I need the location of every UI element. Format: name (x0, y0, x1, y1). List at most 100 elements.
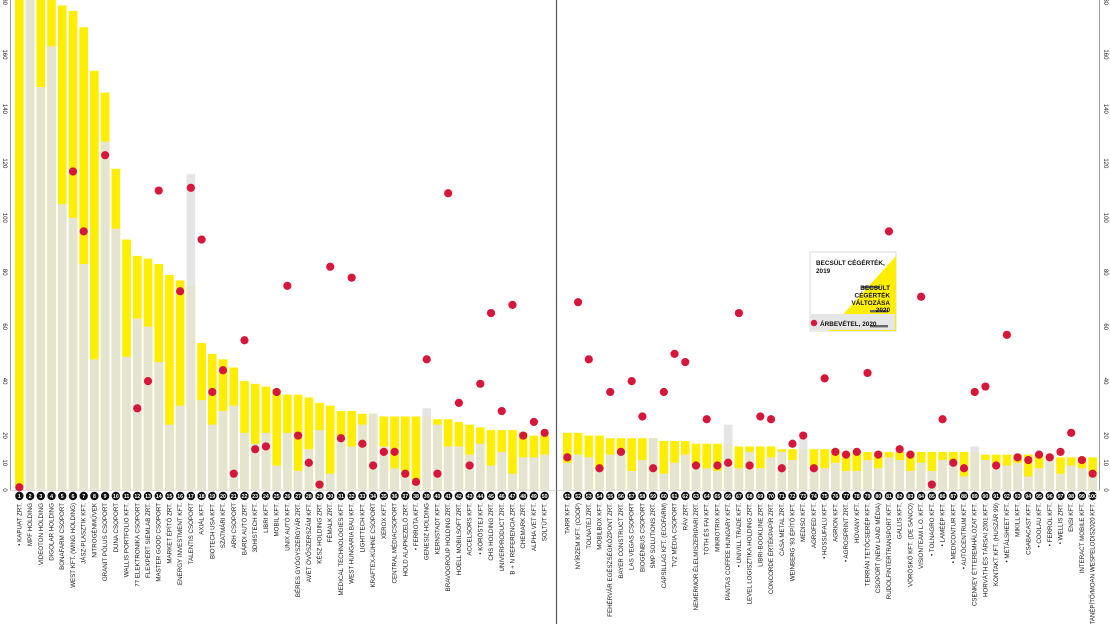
bar-revenue (90, 359, 99, 490)
bar-revenue (143, 326, 153, 490)
rank-badge (272, 491, 281, 501)
rank-badge (1024, 491, 1033, 501)
rank-badge (165, 491, 174, 501)
rank-badge (197, 491, 206, 501)
bar-revenue (422, 408, 432, 490)
rank-number: 36 (392, 494, 398, 500)
company-label: BONAFARM CSOPORT (59, 503, 66, 570)
dot-value-2020 (702, 415, 711, 424)
legend-marker-2020 (870, 310, 888, 313)
rank-number: 56 (618, 494, 624, 500)
company-label: MARKET ÉPÍTŐ ZRT. (166, 503, 173, 564)
rank-badge (723, 491, 733, 501)
rank-badge (1077, 491, 1087, 501)
dot-value-2020 (981, 382, 990, 391)
dot-value-2020 (649, 464, 658, 473)
rank-badge (79, 491, 88, 501)
dot-value-2020 (1002, 330, 1011, 339)
bar-revenue (595, 468, 604, 490)
rank-badge (411, 491, 421, 501)
dot-value-2020 (261, 442, 271, 451)
bar-value-2019 (508, 430, 517, 490)
company-label: NITROGÉNMŰVEK (91, 502, 98, 558)
rank-number: 19 (209, 494, 215, 500)
bar-revenue (938, 460, 947, 490)
bar-revenue (486, 465, 496, 490)
rank-number: 15 (167, 494, 173, 500)
rank-badge (251, 491, 260, 501)
bar-revenue (476, 443, 485, 490)
rank-badge (670, 491, 679, 501)
bar-revenue (315, 430, 324, 490)
rank-badge (1067, 491, 1076, 501)
dot-value-2020 (734, 308, 743, 318)
rank-badge (820, 491, 829, 501)
company-label: DIGOLAR HOLDING (49, 503, 56, 561)
rank-badge (981, 491, 990, 501)
rank-badge (584, 491, 593, 501)
rank-badge (508, 491, 517, 501)
y-tick-label-right: 40 (1102, 378, 1108, 385)
dot-value-2020 (336, 434, 346, 443)
dot-value-2020 (1077, 455, 1087, 465)
company-label: INTERACT MOBILE KFT. (1079, 503, 1086, 574)
company-label: MIKILL KFT. (1015, 503, 1022, 537)
company-label: TERRÁN TETŐCSERÉP KFT. (865, 503, 872, 587)
bar-revenue (895, 460, 904, 490)
rank-number: 47 (510, 494, 516, 500)
rank-badge (959, 491, 969, 501)
rank-badge (229, 491, 238, 501)
rank-badge (691, 491, 701, 501)
rank-number: 49 (531, 494, 537, 500)
rank-badge (390, 491, 399, 501)
bar-revenue (325, 473, 335, 490)
dot-value-2020 (454, 398, 463, 407)
bar-revenue (809, 468, 819, 490)
rank-number: 94 (1025, 494, 1031, 500)
company-label: FEHÉRVÁR EGÉSZSÉGKÖZPONT ZRT. (607, 503, 614, 617)
rank-number: 28 (306, 494, 312, 500)
company-label: LIBRI KFT. (263, 503, 270, 533)
dot-value-2020 (659, 387, 668, 397)
dot-value-2020 (949, 458, 958, 467)
rank-number: 61 (672, 494, 678, 500)
y-tick-label-left: 160 (1, 49, 7, 60)
rank-badge (884, 491, 894, 501)
rank-number: 35 (381, 494, 387, 500)
rank-number: 78 (854, 494, 860, 500)
bar-revenue (756, 468, 765, 490)
y-tick-label-left: 40 (1, 378, 7, 385)
company-label: XEROX KFT. (381, 503, 388, 539)
dot-value-2020 (756, 412, 765, 421)
rank-number: 97 (1058, 494, 1064, 500)
rank-badge (175, 491, 185, 501)
bar-value-2019 (702, 443, 712, 490)
company-label: MIKROTRIX KFT. (714, 503, 721, 552)
bar-revenue (508, 473, 517, 490)
dot-value-2020 (208, 387, 217, 397)
rank-number: 90 (983, 494, 989, 500)
bar-revenue (745, 451, 754, 490)
rank-number: 43 (467, 494, 473, 500)
rank-number: 46 (499, 494, 505, 500)
rank-number: 70 (768, 494, 774, 500)
company-label: HOVANY KFT. (854, 503, 861, 543)
bar-revenue (465, 454, 474, 490)
bar-revenue (970, 446, 980, 490)
bar-revenue (1056, 473, 1065, 490)
rank-badge (304, 491, 313, 501)
rank-number: 30 (327, 494, 333, 500)
rank-number: 37 (402, 494, 408, 500)
bar-revenue (283, 432, 292, 490)
dot-value-2020 (101, 151, 110, 160)
dot-value-2020 (638, 412, 647, 421)
company-label: CSABACAST KFT. (1025, 503, 1032, 555)
bar-revenue (680, 454, 690, 490)
bar-revenue (68, 217, 78, 490)
rank-number: 26 (284, 494, 290, 500)
rank-badge (100, 491, 110, 501)
dot-value-2020 (917, 292, 926, 301)
dot-value-2020 (788, 439, 797, 448)
dot-value-2020 (476, 379, 485, 388)
rank-badge (606, 491, 615, 501)
